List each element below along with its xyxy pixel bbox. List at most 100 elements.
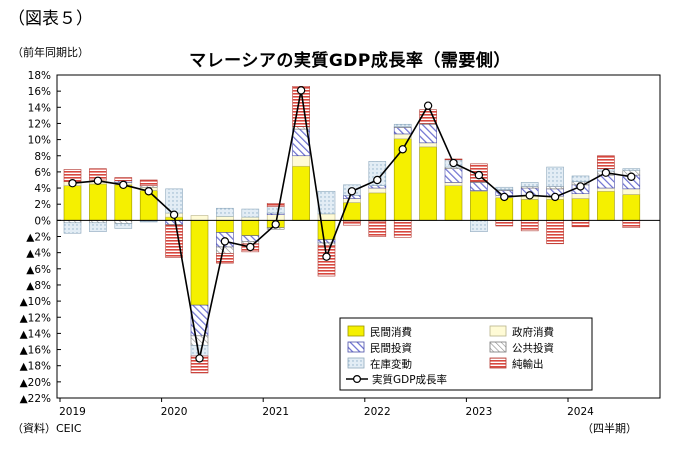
- bar-private_investment-2022Q1: [368, 185, 387, 189]
- legend-swatch-net_exports: [489, 357, 507, 369]
- gdp-point-2023Q1: [474, 170, 484, 180]
- bar-net_exports-2023Q2: [495, 220, 514, 227]
- bar-inventory-2023Q4: [546, 166, 564, 187]
- bar-government_consumption-2021Q1: [266, 214, 285, 221]
- gdp-point-2022Q2: [398, 145, 407, 154]
- bar-government_consumption-2022Q3: [419, 142, 437, 148]
- bar-private_consumption-2022Q3: [419, 146, 437, 221]
- bar-inventory-2022Q1: [368, 161, 387, 186]
- bar-private_consumption-2020Q2: [190, 220, 209, 306]
- y-tick-label: ▲22%: [20, 393, 51, 405]
- bar-government_consumption-2022Q4: [444, 182, 463, 186]
- x-axis: 2019 2020 2021 2022 2023 2024: [59, 398, 594, 418]
- legend-swatch-private_consumption: [347, 325, 365, 337]
- gdp-point-2021Q2: [296, 86, 306, 95]
- y-tick-label: 4%: [34, 183, 51, 195]
- legend-label-government_consumption: 政府消費: [512, 326, 554, 339]
- bar-net_exports-2022Q2: [393, 220, 412, 238]
- bar-net_exports-2024Q3: [622, 220, 641, 228]
- legend-label-public_investment: 公共投資: [512, 342, 554, 355]
- bar-inventory-2019Q1: [63, 222, 82, 234]
- y-axis: 18% 16% 14% 12% 10% 8% 6% 4% 2% 0% ▲2% ▲4% ▲6% ▲8% ▲10…: [20, 70, 61, 405]
- bar-inventory-2020Q3: [216, 207, 234, 217]
- y-tick-label: 18%: [28, 70, 51, 82]
- bar-net_exports-2020Q1: [165, 224, 183, 258]
- bar-inventory-2024Q1: [571, 175, 590, 182]
- legend-label-private_consumption: 民間消費: [370, 326, 412, 339]
- x-axis-unit: （四半期）: [582, 422, 637, 435]
- y-tick-label: 14%: [28, 102, 51, 114]
- bar-inventory-2019Q3: [114, 223, 133, 229]
- gdp-point-2019Q1: [68, 179, 77, 188]
- y-tick-label: ▲18%: [20, 361, 51, 373]
- gdp-growth-line: [68, 86, 636, 363]
- y-tick-label: ▲4%: [26, 248, 51, 260]
- gdp-point-2020Q4: [246, 242, 255, 252]
- bar-private_consumption-2023Q4: [546, 199, 564, 221]
- gdp-point-2019Q4: [144, 187, 153, 196]
- x-tick-label: 2021: [262, 406, 289, 418]
- legend-swatch-public_investment: [489, 341, 507, 353]
- bar-inventory-2019Q2: [89, 222, 107, 232]
- bar-net_exports-2024Q2: [597, 155, 615, 169]
- bar-government_consumption-2020Q3: [216, 216, 234, 221]
- bar-private_consumption-2019Q3: [114, 184, 133, 221]
- chart-title: マレーシアの実質GDP成長率（需要側）: [189, 51, 511, 71]
- bar-private_consumption-2022Q1: [368, 192, 387, 221]
- gdp-point-2021Q1: [271, 220, 280, 229]
- gdp-point-2024Q1: [576, 182, 585, 191]
- y-axis-unit: （前年同期比）: [12, 46, 89, 59]
- y-tick-label: ▲8%: [26, 280, 51, 292]
- bar-inventory-2019Q4: [139, 220, 158, 223]
- y-tick-label: 6%: [34, 167, 51, 179]
- bar-private_investment-2022Q2: [393, 127, 412, 135]
- x-tick-label: 2023: [466, 406, 493, 418]
- bar-private_consumption-2019Q2: [89, 183, 107, 221]
- bar-private_investment-2022Q4: [444, 168, 463, 183]
- legend-swatch-gdp-marker: [353, 375, 362, 384]
- bar-private_investment-2024Q2: [597, 174, 615, 189]
- gdp-point-2022Q1: [373, 175, 382, 185]
- bar-government_consumption-2024Q1: [571, 193, 590, 199]
- bar-private_consumption-2023Q3: [520, 199, 539, 221]
- bar-public_investment-2023Q4: [546, 186, 564, 190]
- legend-swatch-private_investment: [347, 341, 365, 353]
- bar-government_consumption-2020Q2: [190, 215, 209, 221]
- bar-net_exports-2024Q1: [571, 220, 590, 228]
- legend-swatch-inventory: [347, 357, 365, 369]
- bar-inventory-2021Q1: [266, 206, 285, 214]
- bar-private_consumption-2022Q4: [444, 185, 463, 221]
- gdp-point-2023Q4: [550, 192, 560, 202]
- legend-label-inventory: 在庫変動: [370, 358, 412, 371]
- legend-label-gdp_line: 実質GDP成長率: [372, 373, 447, 386]
- bar-inventory-2023Q2: [495, 186, 514, 190]
- legend-label-private_investment: 民間投資: [370, 342, 412, 355]
- bar-net_exports-2023Q3: [520, 220, 539, 232]
- bar-inventory-2023Q1: [470, 220, 488, 232]
- bar-inventory-2023Q3: [520, 182, 539, 187]
- y-tick-label: ▲20%: [20, 377, 51, 389]
- gdp-point-2022Q3: [423, 101, 433, 110]
- bar-government_consumption-2024Q2: [597, 187, 615, 192]
- bar-private_consumption-2020Q3: [216, 220, 234, 233]
- source-note: （資料）CEIC: [12, 422, 82, 435]
- gdp-point-2022Q4: [449, 158, 458, 168]
- bar-public_investment-2020Q2: [190, 335, 209, 346]
- bar-government_consumption-2021Q4: [343, 198, 361, 203]
- bar-net_exports-2023Q4: [546, 220, 564, 245]
- bar-private_consumption-2021Q2: [292, 165, 310, 221]
- y-tick-label: ▲12%: [20, 312, 51, 324]
- bar-net_exports-2019Q3: [114, 177, 133, 182]
- bar-net_exports-2019Q4: [139, 179, 158, 186]
- x-tick-label: 2020: [161, 406, 188, 418]
- gdp-point-2020Q2: [195, 354, 204, 363]
- legend-label-net_exports: 純輸出: [512, 358, 544, 371]
- bar-private_consumption-2020Q4: [241, 220, 260, 236]
- bar-inventory-2024Q3: [622, 168, 641, 171]
- gdp-point-2024Q3: [627, 172, 636, 181]
- y-tick-label: 12%: [28, 118, 51, 130]
- bar-private_investment-2023Q1: [470, 182, 488, 191]
- legend-box: [339, 317, 593, 391]
- y-tick-label: ▲14%: [20, 328, 51, 340]
- bar-public_investment-2020Q3: [216, 246, 234, 254]
